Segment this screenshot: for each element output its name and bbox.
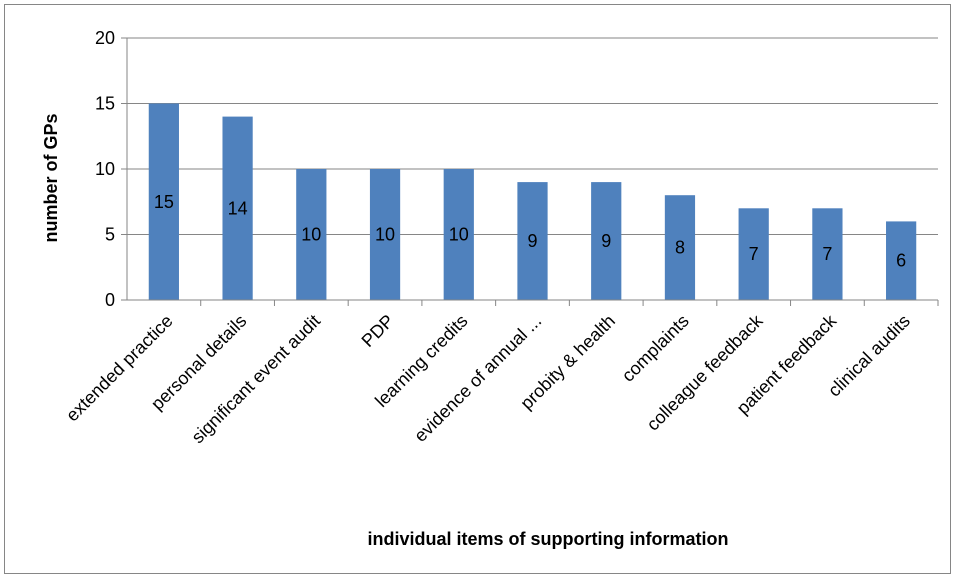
bar xyxy=(222,116,253,300)
bar xyxy=(886,221,917,300)
data-label: 15 xyxy=(154,192,174,212)
data-label: 10 xyxy=(449,225,469,245)
x-category-label: evidence of annual ... xyxy=(410,311,545,446)
y-tick-label: 5 xyxy=(105,225,115,245)
data-label: 8 xyxy=(675,238,685,258)
y-tick-label: 10 xyxy=(95,159,115,179)
data-label: 9 xyxy=(601,231,611,251)
x-axis-title: individual items of supporting informati… xyxy=(368,529,729,549)
data-label: 10 xyxy=(375,225,395,245)
y-tick-label: 15 xyxy=(95,94,115,114)
data-labels: 15 14 10 10 10 9 9 8 7 7 6 xyxy=(154,192,906,271)
data-label: 6 xyxy=(896,251,906,271)
bar xyxy=(443,169,474,300)
data-label: 10 xyxy=(301,225,321,245)
y-tick-label: 20 xyxy=(95,28,115,48)
bar xyxy=(148,103,179,300)
bar xyxy=(296,169,327,300)
bar xyxy=(369,169,401,300)
bar-chart: 0 5 10 15 20 15 14 10 10 10 9 9 8 7 7 6 extended pract… xyxy=(41,28,939,549)
data-label: 7 xyxy=(749,244,759,264)
y-tick-label: 0 xyxy=(105,290,115,310)
chart-frame: 0 5 10 15 20 15 14 10 10 10 9 9 8 7 7 6 extended pract… xyxy=(4,4,951,574)
x-category-label: complaints xyxy=(618,311,693,386)
x-category-label: significant event audit xyxy=(188,311,325,448)
bar xyxy=(664,195,696,300)
bar xyxy=(812,208,843,300)
data-label: 7 xyxy=(822,244,832,264)
data-label: 9 xyxy=(527,231,537,251)
x-category-label: PDP xyxy=(358,311,398,351)
y-axis-title: number of GPs xyxy=(41,113,61,242)
bar xyxy=(591,182,622,300)
data-label: 14 xyxy=(228,198,248,218)
axes xyxy=(121,37,939,306)
bar xyxy=(517,182,548,300)
y-tick-labels: 0 5 10 15 20 xyxy=(95,28,115,310)
bar xyxy=(738,208,769,300)
bars xyxy=(148,103,917,300)
